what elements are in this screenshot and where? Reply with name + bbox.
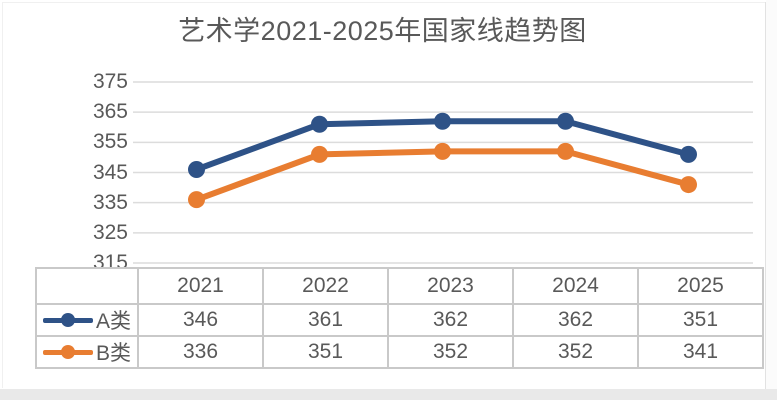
a-value-2023: 362 xyxy=(387,303,514,337)
table-corner-spacer xyxy=(35,267,139,305)
b-value-2022: 351 xyxy=(262,335,389,369)
a-series-marker xyxy=(434,112,451,130)
b-value-2023: 352 xyxy=(387,335,514,369)
y-axis-tick-label: 355 xyxy=(92,130,128,154)
y-axis-tick-label: 375 xyxy=(92,70,128,93)
y-axis-tick-label: 325 xyxy=(92,220,128,244)
b-series-marker xyxy=(680,176,697,194)
table-row-a-series: A类 346 361 362 362 351 xyxy=(35,303,764,337)
b-value-2024: 352 xyxy=(512,335,639,369)
a-value-2025: 351 xyxy=(637,303,764,337)
year-header-2024: 2024 xyxy=(512,267,639,305)
year-header-2022: 2022 xyxy=(262,267,389,305)
year-header-2023: 2023 xyxy=(387,267,514,305)
b-series-legend-cell: B类 xyxy=(35,335,139,369)
y-axis-tick-label: 345 xyxy=(92,160,128,184)
a-series-marker xyxy=(557,112,574,130)
a-series-line xyxy=(193,118,692,173)
y-axis-tick-label: 365 xyxy=(92,100,128,124)
a-value-2024: 362 xyxy=(512,303,639,337)
b-series-line xyxy=(193,148,692,203)
b-series-marker xyxy=(557,142,574,160)
b-series-marker xyxy=(434,142,451,160)
year-header-2021: 2021 xyxy=(137,267,264,305)
y-axis-tick-label: 335 xyxy=(92,190,128,214)
frame-edge-top xyxy=(2,2,765,3)
frame-right-band xyxy=(766,0,777,389)
b-series-marker xyxy=(188,191,205,209)
table-header-row: 2021 2022 2023 2024 2025 xyxy=(35,267,764,305)
b-series-line-marker-icon xyxy=(42,343,93,361)
table-row-b-series: B类 336 351 352 352 341 xyxy=(35,335,764,369)
a-series-line-marker-icon xyxy=(42,311,93,329)
a-series-legend-cell: A类 xyxy=(35,303,139,337)
a-series-marker xyxy=(311,115,328,133)
b-series-legend-label: B类 xyxy=(95,342,131,365)
a-series-marker xyxy=(680,145,697,163)
frame-bottom-band xyxy=(0,389,777,400)
b-value-2025: 341 xyxy=(637,335,764,369)
frame-edge-left xyxy=(2,2,3,388)
a-series-legend-label: A类 xyxy=(95,310,131,333)
frame-edge-right xyxy=(765,2,766,389)
a-value-2022: 361 xyxy=(262,303,389,337)
a-value-2021: 346 xyxy=(137,303,264,337)
b-series-marker xyxy=(311,145,328,163)
chart-title: 艺术学2021-2025年国家线趋势图 xyxy=(178,16,587,46)
b-value-2021: 336 xyxy=(137,335,264,369)
year-header-2025: 2025 xyxy=(637,267,764,305)
a-series-marker xyxy=(188,160,205,178)
chart-data-table: 2021 2022 2023 2024 2025 A类 346 361 362 … xyxy=(35,267,764,369)
